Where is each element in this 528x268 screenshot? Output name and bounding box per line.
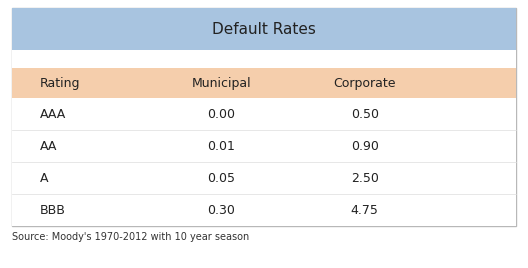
Text: Source: Moody's 1970-2012 with 10 year season: Source: Moody's 1970-2012 with 10 year s… xyxy=(12,232,249,242)
Text: Municipal: Municipal xyxy=(191,76,251,90)
Text: Corporate: Corporate xyxy=(334,76,396,90)
Text: 0.00: 0.00 xyxy=(207,107,235,121)
Bar xyxy=(12,98,516,130)
Text: 2.50: 2.50 xyxy=(351,172,379,184)
Bar xyxy=(12,8,516,226)
Text: 0.01: 0.01 xyxy=(207,140,235,152)
Text: 4.75: 4.75 xyxy=(351,203,379,217)
Text: A: A xyxy=(40,172,48,184)
Text: 0.30: 0.30 xyxy=(207,203,235,217)
Bar xyxy=(12,162,516,194)
Bar xyxy=(12,68,516,98)
Text: AAA: AAA xyxy=(40,107,66,121)
Text: 0.05: 0.05 xyxy=(207,172,235,184)
Bar xyxy=(12,130,516,162)
Bar xyxy=(12,8,516,50)
Text: AA: AA xyxy=(40,140,57,152)
Text: Default Rates: Default Rates xyxy=(212,21,316,36)
Text: 0.50: 0.50 xyxy=(351,107,379,121)
Bar xyxy=(12,194,516,226)
Bar xyxy=(12,50,516,68)
Text: BBB: BBB xyxy=(40,203,65,217)
Text: 0.90: 0.90 xyxy=(351,140,379,152)
Text: Rating: Rating xyxy=(40,76,80,90)
